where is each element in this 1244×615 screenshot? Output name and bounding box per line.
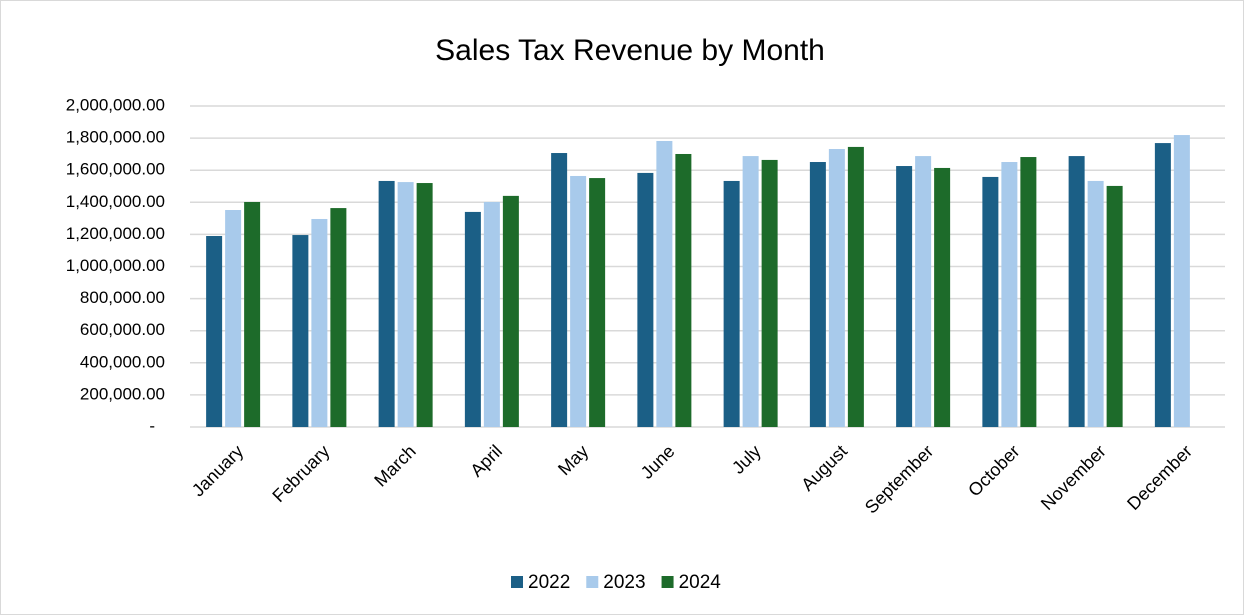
bar (1087, 180, 1104, 427)
bar (1020, 157, 1037, 427)
bar (311, 218, 328, 427)
bar (828, 149, 845, 427)
chart-title: Sales Tax Revenue by Month (435, 34, 825, 67)
bar (416, 183, 433, 427)
bar (502, 195, 519, 427)
legend-swatch (586, 576, 599, 588)
bar (675, 153, 692, 427)
legend-label: 2023 (603, 572, 645, 593)
bar (1154, 143, 1171, 427)
bar (464, 211, 481, 427)
y-tick-label: 800,000.00 (80, 288, 165, 307)
bar (809, 162, 826, 427)
y-tick-label: 1,200,000.00 (66, 224, 165, 243)
bar (589, 178, 606, 427)
y-tick-label: 400,000.00 (80, 352, 165, 371)
bar (225, 210, 242, 427)
y-tick-label: - (149, 416, 155, 435)
bar (637, 172, 654, 427)
bar (982, 176, 999, 427)
y-tick-label: 1,400,000.00 (66, 192, 165, 211)
legend-swatch (661, 576, 674, 588)
bar (934, 167, 951, 427)
legend-swatch (511, 576, 523, 588)
y-tick-label: 600,000.00 (80, 320, 165, 339)
y-tick-label: 200,000.00 (80, 384, 165, 403)
y-tick-label: 1,600,000.00 (66, 160, 165, 179)
bar (742, 156, 759, 428)
bar (761, 159, 778, 428)
bar (1173, 135, 1190, 427)
bar (1001, 162, 1018, 427)
bar (378, 180, 395, 427)
bar (656, 140, 673, 427)
bar (330, 208, 347, 427)
bar (896, 166, 913, 428)
bar (292, 235, 309, 427)
bar (1068, 156, 1085, 428)
bar (847, 146, 864, 428)
bar (551, 153, 568, 428)
y-tick-label: 2,000,000.00 (66, 95, 165, 114)
y-tick-label: 1,000,000.00 (66, 256, 165, 275)
bar (723, 180, 740, 427)
legend-label: 2024 (679, 572, 722, 593)
bar (915, 156, 932, 428)
bar (1106, 185, 1123, 427)
bar (397, 182, 414, 427)
bar (483, 201, 500, 427)
bar (206, 236, 223, 427)
bar (244, 201, 261, 427)
bar (570, 175, 587, 427)
y-tick-label: 1,800,000.00 (66, 128, 165, 147)
legend-label: 2022 (528, 572, 570, 593)
